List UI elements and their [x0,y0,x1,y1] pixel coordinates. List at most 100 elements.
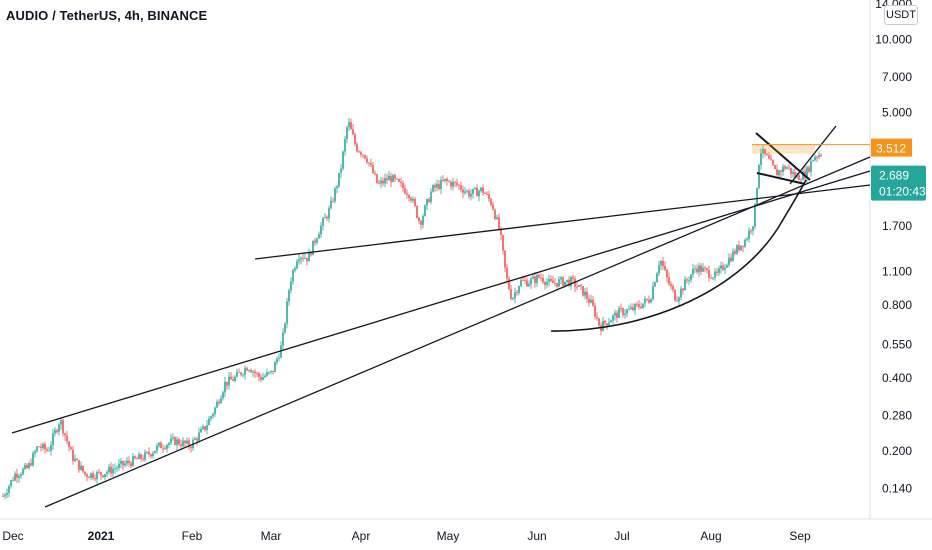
candle [578,284,580,288]
candle [656,271,658,283]
candle [530,276,532,290]
candle [648,295,650,304]
candle [652,281,654,301]
candle [38,446,40,448]
resistance-zone[interactable] [752,144,815,154]
price-tick-label: 0.200 [882,444,912,458]
time-tick-label: Mar [261,529,282,543]
symbol-title[interactable]: AUDIO / TetherUS, 4h, BINANCE [6,8,208,23]
candle [438,180,440,191]
candle [732,248,734,262]
candle [326,215,328,221]
candle [334,186,336,204]
candle [378,179,380,185]
price-tags: 3.512 2.689 01:20:43 [871,138,926,201]
candle [516,290,518,296]
candle [222,390,224,401]
candle [6,488,8,499]
candle [638,300,640,310]
candle [10,479,12,489]
candle [620,303,622,313]
candle [598,317,600,328]
candle [586,287,588,303]
candle [8,484,10,498]
candle [360,150,362,158]
candle [552,275,554,284]
candle [462,185,464,198]
time-tick-label: Feb [182,529,203,543]
trendline-lower[interactable] [44,156,871,508]
candle [332,197,334,203]
currency-button[interactable]: USDT [884,5,918,25]
candle [430,188,432,205]
candle [514,287,516,304]
candle [358,150,360,153]
time-tick-label: May [437,529,460,543]
candle [250,368,252,373]
candle [730,253,732,263]
candle [282,328,284,351]
candle [66,430,68,445]
candle [146,450,148,455]
candle [618,305,620,319]
candle [162,444,164,453]
candle [60,418,62,430]
candle [24,462,26,471]
candle [736,244,738,256]
candle [614,309,616,321]
candle [226,381,228,391]
rounding-bottom-curve[interactable] [550,179,807,332]
candle [668,272,670,286]
candle [278,353,280,362]
wedge-upper-line[interactable] [755,132,811,181]
candle [536,273,538,288]
candle [760,148,762,171]
candle [750,228,752,235]
candle [692,263,694,278]
candle [302,254,304,263]
candle [288,288,290,306]
candle [632,303,634,312]
candle [130,460,132,469]
candle [108,463,110,475]
candle [650,297,652,304]
candle [174,436,176,446]
candle [206,420,208,435]
candle [384,173,386,188]
candle [366,155,368,165]
candle [436,179,438,192]
candle [768,151,770,160]
trendline-middle[interactable] [11,170,871,434]
candle [684,275,686,291]
candle [266,368,268,377]
candle [806,165,808,184]
candle [256,371,258,378]
candle [88,476,90,478]
candle [100,471,102,480]
candle [312,240,314,256]
candle [752,225,754,236]
candle [624,308,626,319]
candle [210,415,212,422]
candle [298,254,300,265]
candle [660,259,662,271]
candle [372,161,374,174]
candle [262,372,264,381]
candle [482,184,484,196]
candle [248,369,250,373]
time-scale[interactable]: Dec 2021 Feb Mar Apr May Jun Jul Aug Sep [2,529,811,543]
trendline-upper[interactable] [254,184,871,260]
candle [444,178,446,183]
wedge-lower-line[interactable] [756,172,806,185]
chart-grid [0,0,932,520]
price-scale[interactable]: 14.00010.0007.0005.0001.7001.1000.8000.5… [875,0,912,495]
candle [596,312,598,321]
candle [190,444,192,453]
candle [400,177,402,188]
candle [390,172,392,188]
candle [236,368,238,378]
candle [486,191,488,196]
trendline-steep[interactable] [789,125,837,185]
candle [412,196,414,204]
